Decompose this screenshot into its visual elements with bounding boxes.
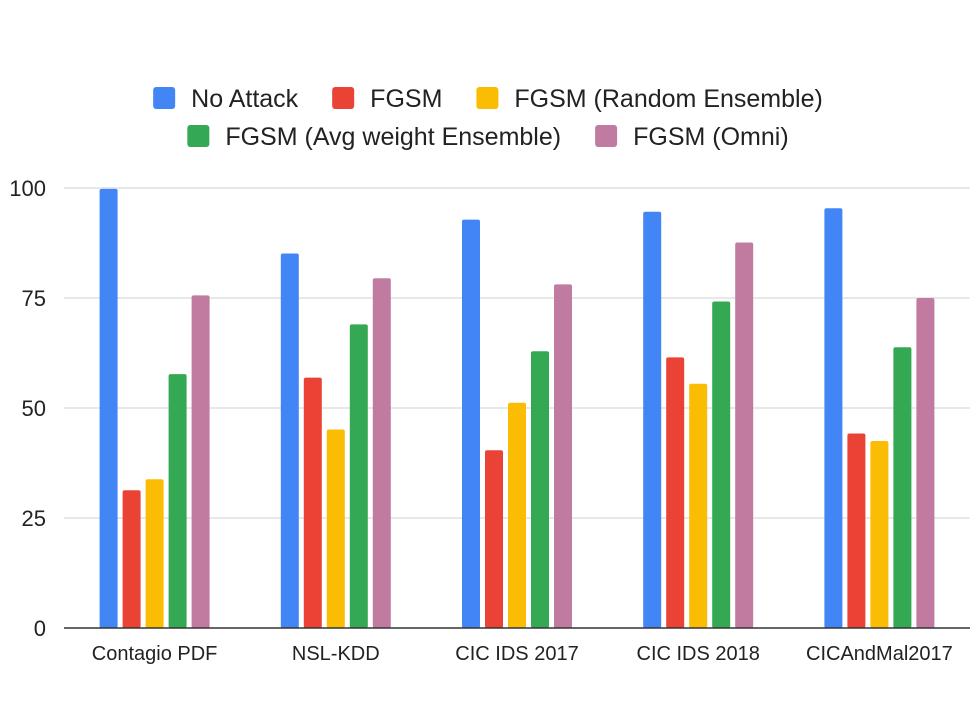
bar[interactable] bbox=[349, 324, 368, 628]
bar[interactable] bbox=[508, 402, 526, 628]
bar[interactable] bbox=[916, 298, 935, 628]
bar[interactable] bbox=[531, 351, 549, 628]
bar[interactable] bbox=[462, 219, 480, 628]
bar[interactable] bbox=[666, 357, 685, 628]
legend-swatch bbox=[332, 87, 355, 109]
y-tick-label: 0 bbox=[34, 616, 46, 641]
bar[interactable] bbox=[554, 284, 572, 628]
bar[interactable] bbox=[643, 211, 662, 628]
legend-label: FGSM (Random Ensemble) bbox=[514, 85, 822, 113]
bar[interactable] bbox=[372, 278, 391, 628]
bars bbox=[99, 188, 935, 629]
legend-label: No Attack bbox=[191, 85, 298, 113]
bar[interactable] bbox=[485, 450, 503, 628]
x-tick-label: NSL-KDD bbox=[292, 643, 380, 665]
y-tick-label: 75 bbox=[22, 286, 46, 311]
y-tick-label: 100 bbox=[9, 176, 46, 201]
legend-item[interactable]: No Attack bbox=[153, 85, 299, 113]
bar[interactable] bbox=[326, 429, 345, 628]
legend: No Attack FGSM FGSM (Random Ensemble) FGSM … bbox=[153, 85, 823, 151]
legend-label: FGSM bbox=[370, 85, 442, 113]
bar[interactable] bbox=[893, 347, 912, 628]
bar[interactable] bbox=[689, 383, 708, 628]
bar[interactable] bbox=[712, 301, 731, 628]
axes: 0 25 50 75 100 Contagio PDF NSL-KDD CIC IDS 201… bbox=[9, 176, 970, 665]
bar[interactable] bbox=[735, 242, 754, 628]
bar[interactable] bbox=[824, 208, 843, 629]
x-tick-label: CICAndMal2017 bbox=[806, 643, 953, 665]
legend-swatch bbox=[153, 87, 176, 109]
bar[interactable] bbox=[168, 374, 187, 628]
legend-swatch bbox=[476, 87, 499, 109]
bar[interactable] bbox=[280, 253, 299, 628]
legend-item[interactable]: FGSM (Random Ensemble) bbox=[476, 85, 823, 113]
legend-item[interactable]: FGSM (Avg weight Ensemble) bbox=[187, 123, 561, 151]
bar[interactable] bbox=[122, 490, 141, 628]
bar[interactable] bbox=[99, 188, 118, 628]
legend-label: FGSM (Avg weight Ensemble) bbox=[225, 123, 561, 151]
legend-swatch bbox=[187, 125, 210, 147]
bar[interactable] bbox=[191, 295, 210, 628]
legend-label: FGSM (Omni) bbox=[633, 123, 789, 151]
legend-swatch bbox=[595, 125, 618, 147]
x-tick-label: Contagio PDF bbox=[92, 643, 218, 665]
bar[interactable] bbox=[870, 441, 889, 628]
y-tick-label: 50 bbox=[22, 396, 46, 421]
x-tick-label: CIC IDS 2017 bbox=[455, 643, 578, 665]
legend-item[interactable]: FGSM bbox=[332, 85, 442, 113]
y-tick-label: 25 bbox=[22, 506, 46, 531]
bar[interactable] bbox=[847, 433, 866, 628]
bar[interactable] bbox=[303, 377, 322, 628]
bar[interactable] bbox=[145, 479, 164, 628]
x-tick-label: CIC IDS 2018 bbox=[637, 643, 760, 665]
legend-item[interactable]: FGSM (Omni) bbox=[595, 123, 789, 151]
